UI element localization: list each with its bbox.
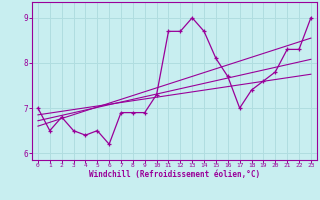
X-axis label: Windchill (Refroidissement éolien,°C): Windchill (Refroidissement éolien,°C) <box>89 170 260 179</box>
